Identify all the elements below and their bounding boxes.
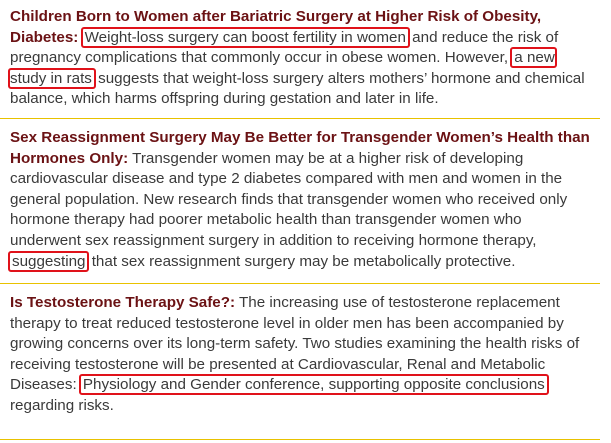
body-text: The increasing use of testosterone repla… [10, 294, 580, 394]
body-text: and reduce the risk of pregnancy complic… [10, 28, 559, 67]
highlighted-phrase: suggesting [7, 250, 90, 272]
highlighted-phrase: Weight-loss surgery can boost fertility … [80, 26, 410, 48]
news-headline[interactable]: Is Testosterone Therapy Safe?: [10, 294, 236, 311]
highlighted-phrase: a new study in rats [8, 47, 557, 89]
news-headline[interactable]: Children Born to Women after Bariatric S… [10, 8, 542, 46]
news-headline[interactable]: Sex Reassignment Surgery May Be Better f… [10, 129, 590, 167]
body-text: suggests that weight-loss surgery alters… [10, 69, 585, 108]
news-item-paragraph: Sex Reassignment Surgery May Be Better f… [7, 128, 590, 272]
body-text: Transgender women may be at a higher ris… [10, 149, 568, 249]
news-item-paragraph: Is Testosterone Therapy Safe?: The incre… [10, 293, 590, 417]
news-item-paragraph: Children Born to Women after Bariatric S… [8, 7, 590, 110]
news-item: Children Born to Women after Bariatric S… [0, 7, 600, 119]
news-item: Is Testosterone Therapy Safe?: The incre… [0, 293, 600, 440]
body-text: regarding risks. [10, 396, 114, 414]
body-text: that sex reassignment surgery may be met… [91, 252, 516, 270]
highlighted-phrase: Physiology and Gender conference, suppor… [78, 374, 549, 396]
news-item: Sex Reassignment Surgery May Be Better f… [0, 128, 600, 284]
